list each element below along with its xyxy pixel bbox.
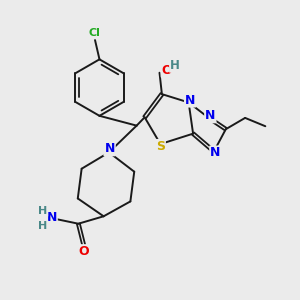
Text: N: N xyxy=(210,146,220,160)
Text: H: H xyxy=(38,221,47,231)
Text: N: N xyxy=(104,142,115,155)
Text: O: O xyxy=(162,64,172,77)
Text: H: H xyxy=(170,59,180,72)
Text: N: N xyxy=(46,211,57,224)
Text: S: S xyxy=(156,140,165,153)
Text: Cl: Cl xyxy=(88,28,100,38)
Text: H: H xyxy=(38,206,47,216)
Text: N: N xyxy=(185,94,195,106)
Text: N: N xyxy=(205,109,215,122)
Text: O: O xyxy=(78,245,89,258)
